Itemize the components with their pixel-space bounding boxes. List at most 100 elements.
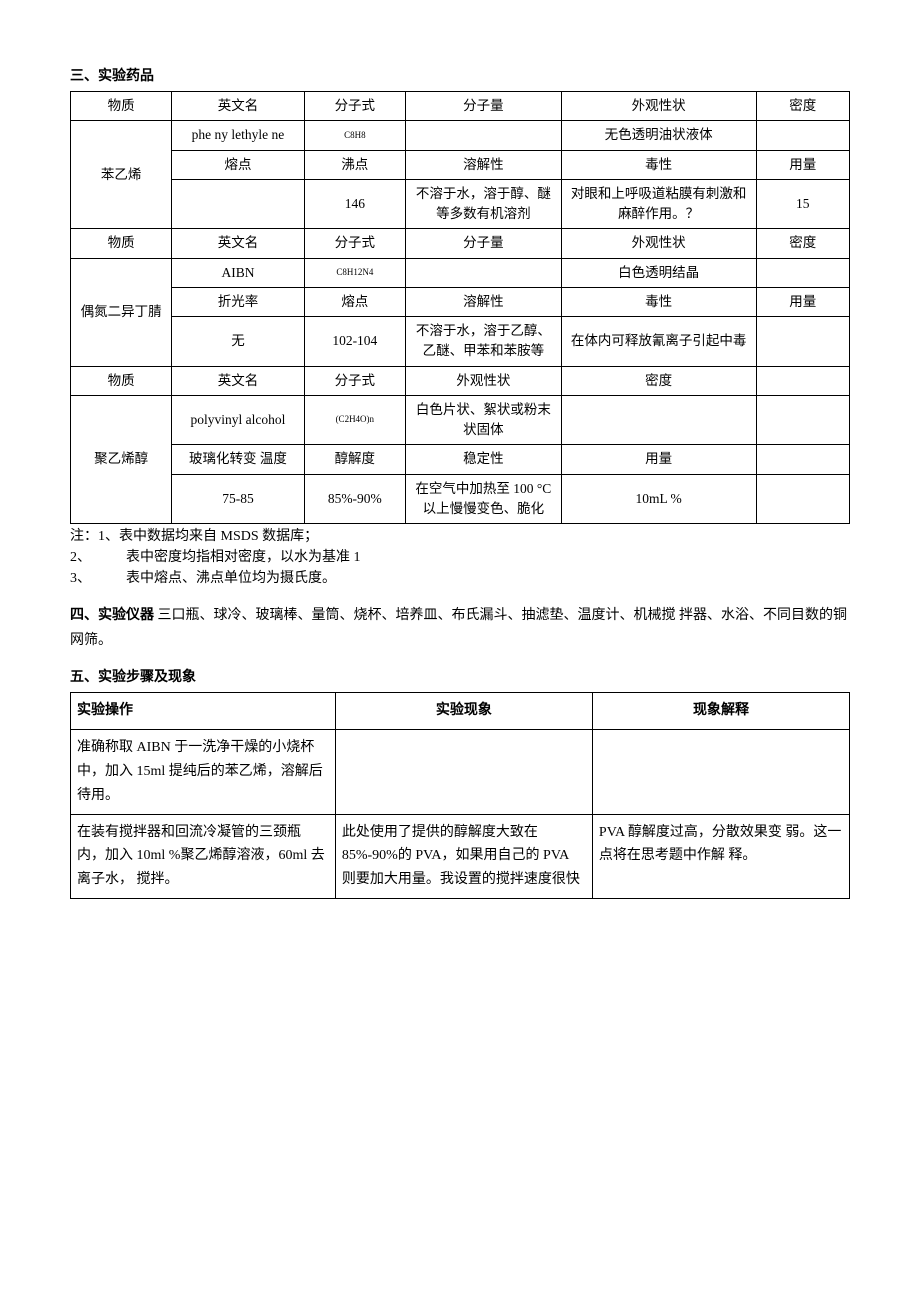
th-en: 英文名 xyxy=(172,229,304,258)
pva-stab: 在空气中加热至 100 °C 以上慢慢变色、脆化 xyxy=(405,474,561,524)
aibn-formula: C8H12N4 xyxy=(304,258,405,287)
table-row: 熔点 沸点 溶解性 毒性 用量 xyxy=(71,150,850,179)
aibn-mp: 102-104 xyxy=(304,317,405,367)
pva-formula: (C2H4O)n xyxy=(304,395,405,445)
styrene-formula: C8H8 xyxy=(304,121,405,150)
th-appearance: 外观性状 xyxy=(561,229,756,258)
step-ph: 此处使用了提供的醇解度大致在 85%-90%的 PVA，如果用自己的 PVA 则… xyxy=(335,814,592,898)
th-appearance: 外观性状 xyxy=(405,366,561,395)
styrene-mp-label: 熔点 xyxy=(172,150,304,179)
table-row: 聚乙烯醇 polyvinyl alcohol (C2H4O)n 白色片状、絮状或… xyxy=(71,395,850,445)
table-row: 75-85 85%-90% 在空气中加热至 100 °C 以上慢慢变色、脆化 1… xyxy=(71,474,850,524)
table-row: 物质 英文名 分子式 分子量 外观性状 密度 xyxy=(71,92,850,121)
aibn-mw xyxy=(405,258,561,287)
th-substance: 物质 xyxy=(71,92,172,121)
table-row: 物质 英文名 分子式 外观性状 密度 xyxy=(71,366,850,395)
styrene-tox: 对眼和上呼吸道粘膜有刺激和麻醉作用。？ xyxy=(561,179,756,229)
section3-title: 三、实验药品 xyxy=(70,66,850,87)
pva-tg: 75-85 xyxy=(172,474,304,524)
aibn-sol: 不溶于水，溶于乙醇、乙醚、甲苯和苯胺等 xyxy=(405,317,561,367)
section4: 四、实验仪器 三口瓶、球冷、玻璃棒、量筒、烧杯、培养皿、布氏漏斗、抽滤垫、温度计… xyxy=(70,603,850,653)
pva-amt-label: 用量 xyxy=(561,445,756,474)
aibn-amt xyxy=(756,317,850,367)
table-row: 实验操作 实验现象 现象解释 xyxy=(71,693,850,730)
th-formula: 分子式 xyxy=(304,229,405,258)
note-2-num: 2、 xyxy=(70,547,92,568)
step-ex xyxy=(592,730,849,814)
materials-notes: 注：1、表中数据均来自 MSDS 数据库； 2、 表中密度均指相对密度，以水为基… xyxy=(70,526,850,589)
th-density: 密度 xyxy=(561,366,756,395)
pva-density xyxy=(561,395,756,445)
aibn-sol-label: 溶解性 xyxy=(405,287,561,316)
th-substance: 物质 xyxy=(71,366,172,395)
th-appearance: 外观性状 xyxy=(561,92,756,121)
th-ex: 现象解释 xyxy=(592,693,849,730)
aibn-appearance: 白色透明结晶 xyxy=(561,258,756,287)
note-3-num: 3、 xyxy=(70,568,92,589)
note-2-text: 表中密度均指相对密度，以水为基准 1 xyxy=(126,547,361,568)
pva-alco-label: 醇解度 xyxy=(304,445,405,474)
blank-cell xyxy=(756,366,850,395)
th-en: 英文名 xyxy=(172,366,304,395)
aibn-ri-label: 折光率 xyxy=(172,287,304,316)
aibn-en: AIBN xyxy=(172,258,304,287)
table-row: 物质 英文名 分子式 分子量 外观性状 密度 xyxy=(71,229,850,258)
table-row: 苯乙烯 phe ny lethyle ne C8H8 无色透明油状液体 xyxy=(71,121,850,150)
step-ph xyxy=(335,730,592,814)
table-row: 偶氮二异丁腈 AIBN C8H12N4 白色透明结晶 xyxy=(71,258,850,287)
table-row: 玻璃化转变 温度 醇解度 稳定性 用量 xyxy=(71,445,850,474)
th-ph: 实验现象 xyxy=(335,693,592,730)
th-mw: 分子量 xyxy=(405,229,561,258)
th-formula: 分子式 xyxy=(304,366,405,395)
th-formula: 分子式 xyxy=(304,92,405,121)
blank-cell xyxy=(756,445,850,474)
step-op: 准确称取 AIBN 于一洗净干燥的小烧杯中，加入 15ml 提纯后的苯乙烯，溶解… xyxy=(71,730,336,814)
note-3-text: 表中熔点、沸点单位均为摄氏度。 xyxy=(126,568,336,589)
th-density: 密度 xyxy=(756,229,850,258)
step-op: 在装有搅拌器和回流冷凝管的三颈瓶内，加入 10ml %聚乙烯醇溶液，60ml 去… xyxy=(71,814,336,898)
pva-alco: 85%-90% xyxy=(304,474,405,524)
table-row: 146 不溶于水，溶于醇、醚等多数有机溶剂 对眼和上呼吸道粘膜有刺激和麻醉作用。… xyxy=(71,179,850,229)
aibn-name: 偶氮二异丁腈 xyxy=(71,258,172,366)
styrene-sol: 不溶于水，溶于醇、醚等多数有机溶剂 xyxy=(405,179,561,229)
th-mw: 分子量 xyxy=(405,92,561,121)
styrene-bp-label: 沸点 xyxy=(304,150,405,179)
pva-tg-label: 玻璃化转变 温度 xyxy=(172,445,304,474)
pva-name: 聚乙烯醇 xyxy=(71,395,172,523)
styrene-en: phe ny lethyle ne xyxy=(172,121,304,150)
note-2: 2、 表中密度均指相对密度，以水为基准 1 xyxy=(70,547,850,568)
styrene-name: 苯乙烯 xyxy=(71,121,172,229)
pva-en: polyvinyl alcohol xyxy=(172,395,304,445)
pva-amt: 10mL % xyxy=(561,474,756,524)
table-row: 无 102-104 不溶于水，溶于乙醇、乙醚、甲苯和苯胺等 在体内可释放氰离子引… xyxy=(71,317,850,367)
step-ex: PVA 醇解度过高，分散效果变 弱。这一点将在思考题中作解 释。 xyxy=(592,814,849,898)
aibn-density xyxy=(756,258,850,287)
styrene-sol-label: 溶解性 xyxy=(405,150,561,179)
aibn-tox: 在体内可释放氰离子引起中毒 xyxy=(561,317,756,367)
blank-cell xyxy=(756,395,850,445)
table-row: 准确称取 AIBN 于一洗净干燥的小烧杯中，加入 15ml 提纯后的苯乙烯，溶解… xyxy=(71,730,850,814)
th-en: 英文名 xyxy=(172,92,304,121)
th-substance: 物质 xyxy=(71,229,172,258)
section4-title: 四、实验仪器 xyxy=(70,608,154,623)
section5-title: 五、实验步骤及现象 xyxy=(70,667,850,688)
note-1: 注：1、表中数据均来自 MSDS 数据库； xyxy=(70,526,850,547)
section4-text: 三口瓶、球冷、玻璃棒、量筒、烧杯、培养皿、布氏漏斗、抽滤垫、温度计、机械搅 拌器… xyxy=(70,608,847,648)
pva-appearance: 白色片状、絮状或粉末状固体 xyxy=(405,395,561,445)
aibn-mp-label: 熔点 xyxy=(304,287,405,316)
aibn-tox-label: 毒性 xyxy=(561,287,756,316)
aibn-ri: 无 xyxy=(172,317,304,367)
th-density: 密度 xyxy=(756,92,850,121)
note-3: 3、 表中熔点、沸点单位均为摄氏度。 xyxy=(70,568,850,589)
steps-table: 实验操作 实验现象 现象解释 准确称取 AIBN 于一洗净干燥的小烧杯中，加入 … xyxy=(70,692,850,899)
materials-table: 物质 英文名 分子式 分子量 外观性状 密度 苯乙烯 phe ny lethyl… xyxy=(70,91,850,524)
pva-stab-label: 稳定性 xyxy=(405,445,561,474)
aibn-amt-label: 用量 xyxy=(756,287,850,316)
styrene-mp xyxy=(172,179,304,229)
table-row: 在装有搅拌器和回流冷凝管的三颈瓶内，加入 10ml %聚乙烯醇溶液，60ml 去… xyxy=(71,814,850,898)
table-row: 折光率 熔点 溶解性 毒性 用量 xyxy=(71,287,850,316)
styrene-mw xyxy=(405,121,561,150)
styrene-amt-label: 用量 xyxy=(756,150,850,179)
blank-cell xyxy=(756,474,850,524)
styrene-tox-label: 毒性 xyxy=(561,150,756,179)
